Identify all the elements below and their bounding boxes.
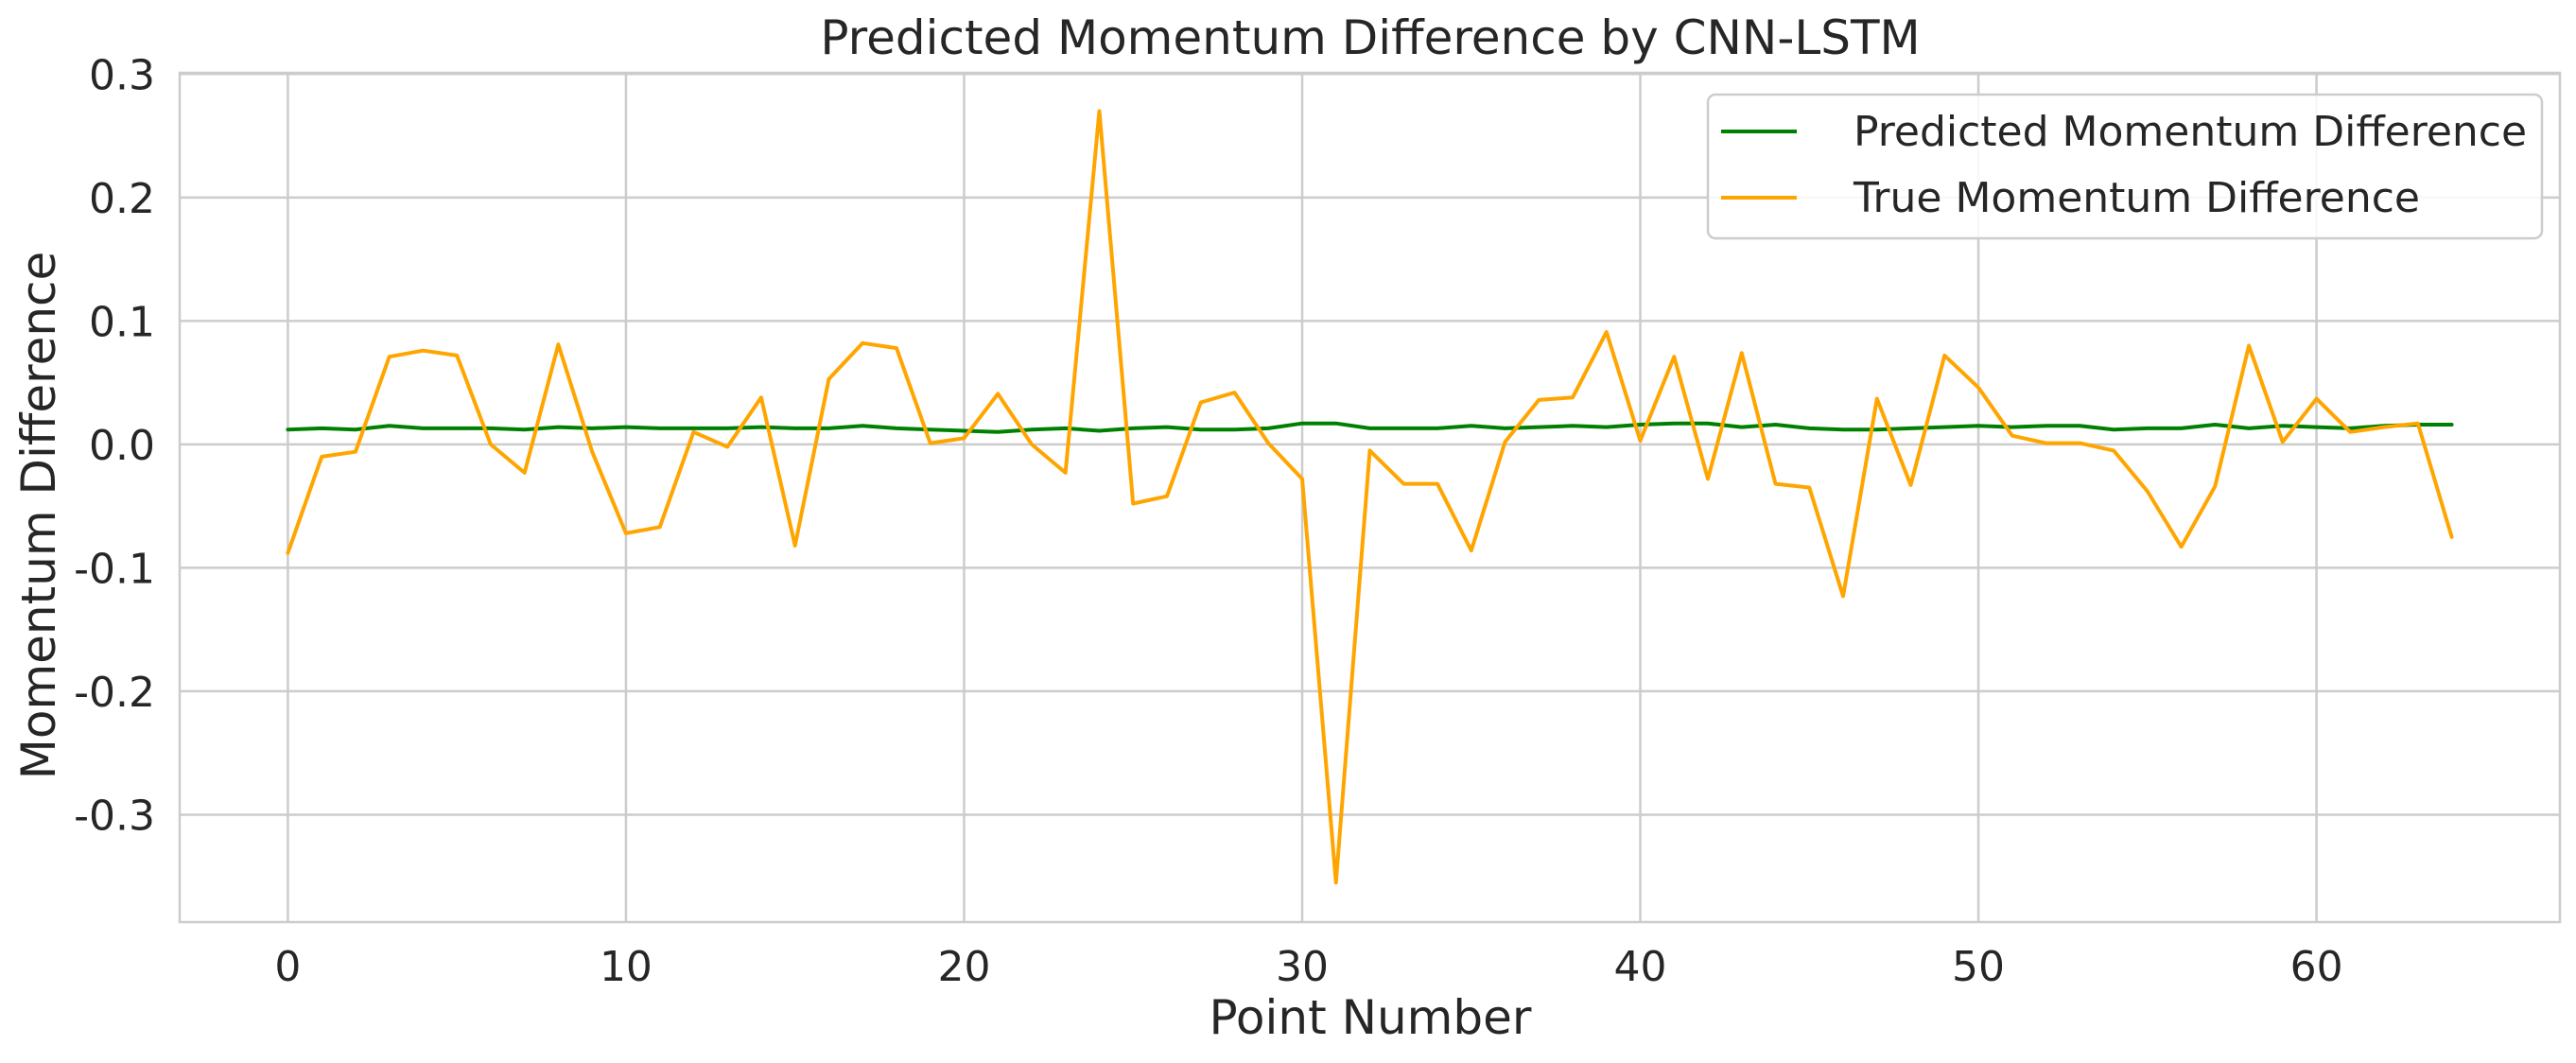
- legend: Predicted Momentum Difference True Moment…: [1706, 93, 2544, 240]
- series-lines: [286, 109, 2454, 885]
- x-tick-label: 0: [274, 943, 301, 991]
- x-tick-label: 10: [600, 943, 653, 991]
- y-tick-label: 0.2: [89, 175, 155, 223]
- y-tick-label: -0.2: [74, 669, 155, 717]
- x-tick-label: 40: [1614, 943, 1667, 991]
- x-tick-label: 30: [1276, 943, 1329, 991]
- x-axis-label: Point Number: [1210, 990, 1532, 1045]
- y-axis-ticks: 0.3 0.2 0.1 0.0 -0.1 -0.2 -0.3: [74, 51, 155, 840]
- y-tick-label: -0.3: [74, 792, 155, 840]
- legend-box: [1706, 93, 2544, 240]
- legend-entry-label: True Momentum Difference: [1853, 174, 2420, 222]
- x-tick-label: 20: [937, 943, 990, 991]
- y-tick-label: 0.1: [89, 298, 155, 346]
- y-tick-label: -0.1: [74, 545, 155, 593]
- series-line-predicted: [286, 421, 2454, 434]
- chart-title: Predicted Momentum Difference by CNN-LST…: [820, 10, 1920, 65]
- series-line-true: [286, 109, 2454, 885]
- y-tick-label: 0.0: [89, 422, 155, 470]
- legend-entry-label: Predicted Momentum Difference: [1854, 108, 2527, 156]
- x-tick-label: 50: [1952, 943, 2005, 991]
- x-tick-label: 60: [2290, 943, 2343, 991]
- y-tick-label: 0.3: [89, 51, 155, 99]
- x-axis-ticks: 0 10 20 30 40 50 60: [274, 943, 2342, 991]
- y-axis-label: Momentum Difference: [11, 252, 66, 780]
- plot-area: [178, 71, 2562, 924]
